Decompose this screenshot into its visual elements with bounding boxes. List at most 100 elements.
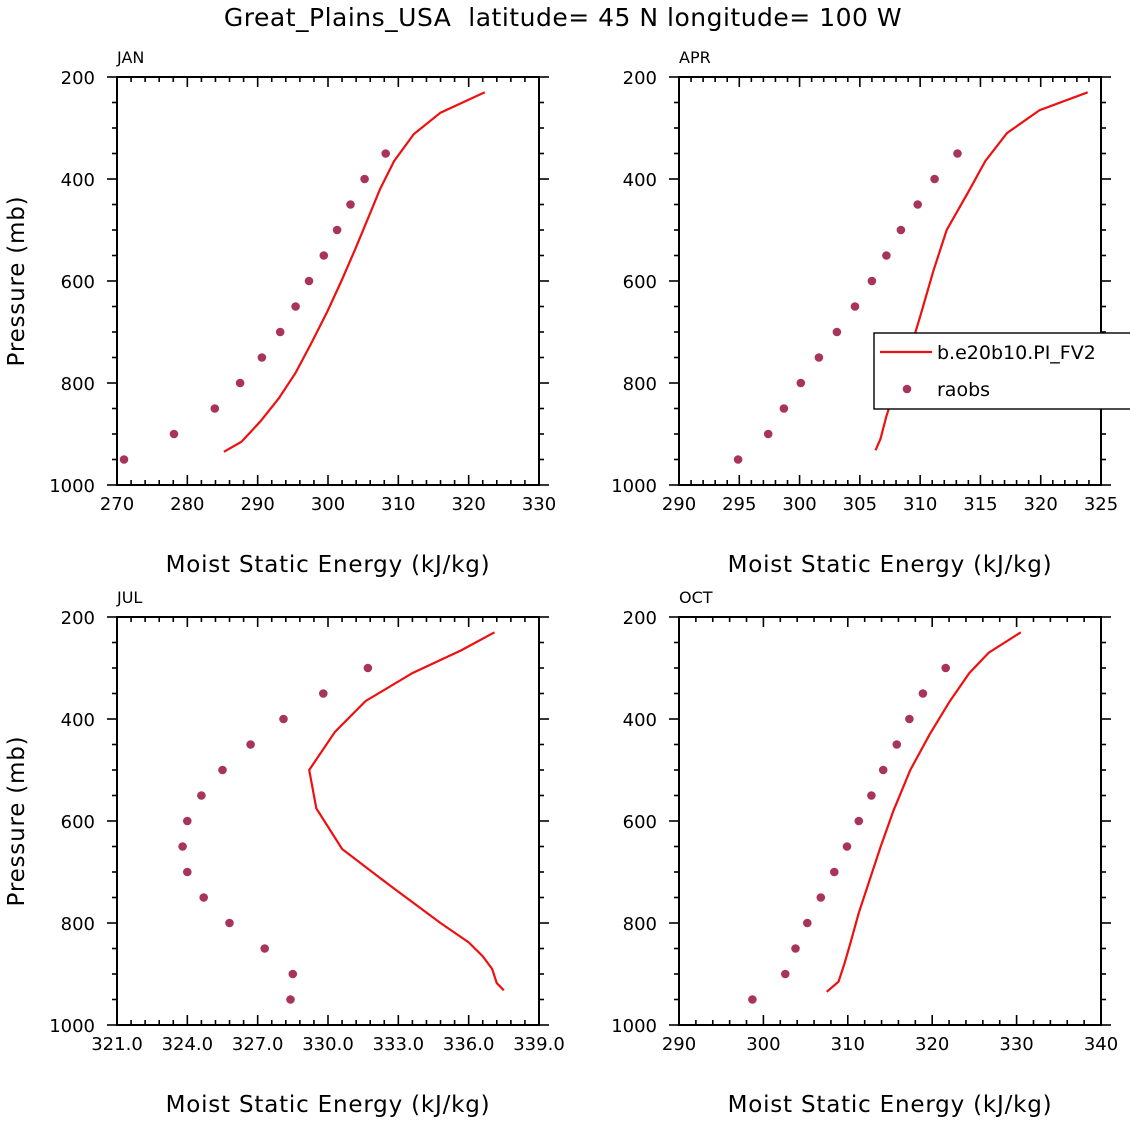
raobs-point — [814, 353, 824, 362]
x-tick-label: 321.0 — [91, 1034, 143, 1055]
legend-box — [873, 332, 1130, 410]
x-tick-label: 325 — [1084, 494, 1118, 515]
raobs-point — [260, 944, 270, 953]
raobs-point — [941, 663, 950, 673]
y-tick-label: 800 — [61, 374, 95, 395]
y-tick-label: 200 — [623, 608, 657, 629]
raobs-point — [763, 429, 773, 439]
panel-label: APR — [679, 48, 711, 67]
raobs-point — [796, 378, 806, 388]
raobs-point — [791, 944, 800, 953]
raobs-point — [286, 995, 295, 1004]
x-tick-label: 290 — [662, 1034, 696, 1055]
y-tick-label: 1000 — [49, 1016, 95, 1037]
y-tick-label: 600 — [623, 272, 657, 293]
raobs-point — [183, 816, 192, 826]
raobs-point — [197, 791, 206, 800]
x-tick-label: 310 — [831, 1034, 865, 1055]
model-series-line — [223, 91, 486, 453]
x-tick-label: 320 — [451, 494, 485, 515]
plot-frame — [116, 616, 540, 1026]
panel-jan: JAN Moist Static Energy (kJ/kg) Pressure… — [4, 48, 556, 578]
y-tick-label: 200 — [61, 608, 95, 629]
raobs-point — [363, 663, 373, 673]
raobs-point — [832, 327, 842, 337]
x-tick-label: 295 — [722, 494, 756, 515]
raobs-point — [178, 842, 187, 851]
y-tick-label: 400 — [623, 170, 657, 191]
x-tick-label: 336.0 — [443, 1034, 495, 1055]
x-tick-label: 339.0 — [513, 1034, 565, 1055]
raobs-point — [235, 378, 245, 388]
y-tick-label: 200 — [61, 68, 95, 89]
y-axis-title: Pressure (mb) — [4, 196, 30, 367]
x-tick-label: 327.0 — [232, 1034, 284, 1055]
raobs-point — [288, 969, 298, 979]
raobs-point — [183, 867, 192, 877]
model-series-line — [874, 91, 1089, 451]
raobs-point — [930, 174, 939, 184]
y-tick-label: 800 — [61, 914, 95, 935]
raobs-point — [246, 740, 255, 749]
legend-obs-label: raobs — [937, 379, 990, 401]
raobs-point — [842, 842, 852, 851]
legend-model-label: b.e20b10.PI_FV2 — [937, 342, 1096, 364]
panel-label: JAN — [116, 48, 144, 67]
raobs-point — [360, 174, 369, 184]
raobs-point — [779, 404, 789, 413]
y-tick-label: 600 — [61, 812, 95, 833]
raobs-point — [816, 893, 826, 902]
x-tick-label: 270 — [100, 494, 134, 515]
y-tick-label: 800 — [623, 914, 657, 935]
x-tick-label: 300 — [746, 1034, 780, 1055]
x-tick-label: 310 — [381, 494, 415, 515]
raobs-point — [953, 149, 962, 158]
raobs-point — [892, 740, 902, 749]
raobs-point — [803, 918, 812, 928]
y-tick-label: 800 — [623, 374, 657, 395]
model-series-line — [308, 631, 505, 992]
y-tick-label: 600 — [623, 812, 657, 833]
raobs-point — [882, 251, 891, 260]
raobs-point — [913, 200, 922, 209]
panel-jul: JUL Moist Static Energy (kJ/kg) Pressure… — [4, 588, 565, 1118]
x-tick-label: 330 — [999, 1034, 1033, 1055]
raobs-point — [304, 276, 314, 286]
x-axis-title: Moist Static Energy (kJ/kg) — [166, 552, 491, 578]
raobs-point — [748, 995, 757, 1004]
y-tick-label: 1000 — [611, 476, 657, 497]
raobs-point — [918, 689, 928, 698]
raobs-point — [905, 714, 914, 724]
raobs-point — [169, 429, 179, 439]
raobs-point — [291, 302, 300, 311]
x-tick-label: 333.0 — [373, 1034, 425, 1055]
y-tick-label: 1000 — [49, 476, 95, 497]
y-tick-label: 1000 — [611, 1016, 657, 1037]
x-axis-title: Moist Static Energy (kJ/kg) — [728, 1092, 1053, 1118]
plot-frame — [116, 76, 540, 486]
y-tick-label: 400 — [61, 170, 95, 191]
y-tick-label: 400 — [623, 710, 657, 731]
raobs-point — [257, 353, 267, 362]
raobs-point — [854, 816, 864, 826]
x-tick-label: 324.0 — [162, 1034, 214, 1055]
figure-title: Great_Plains_USA latitude= 45 N longitud… — [224, 3, 902, 32]
x-tick-label: 310 — [903, 494, 937, 515]
x-tick-label: 300 — [782, 494, 816, 515]
raobs-point — [319, 689, 328, 698]
y-tick-label: 600 — [61, 272, 95, 293]
x-axis-title: Moist Static Energy (kJ/kg) — [166, 1092, 491, 1118]
x-tick-label: 290 — [662, 494, 696, 515]
raobs-point — [896, 225, 906, 235]
plot-frame — [678, 76, 1102, 486]
x-tick-label: 315 — [963, 494, 997, 515]
raobs-point — [381, 149, 391, 158]
x-tick-label: 330 — [522, 494, 556, 515]
raobs-point — [332, 225, 342, 235]
x-tick-label: 305 — [843, 494, 877, 515]
raobs-point — [867, 276, 877, 286]
x-tick-label: 340 — [1084, 1034, 1118, 1055]
y-tick-label: 200 — [623, 68, 657, 89]
raobs-point — [346, 200, 355, 209]
panel-oct: OCT Moist Static Energy (kJ/kg) 290 300 31… — [611, 588, 1118, 1118]
